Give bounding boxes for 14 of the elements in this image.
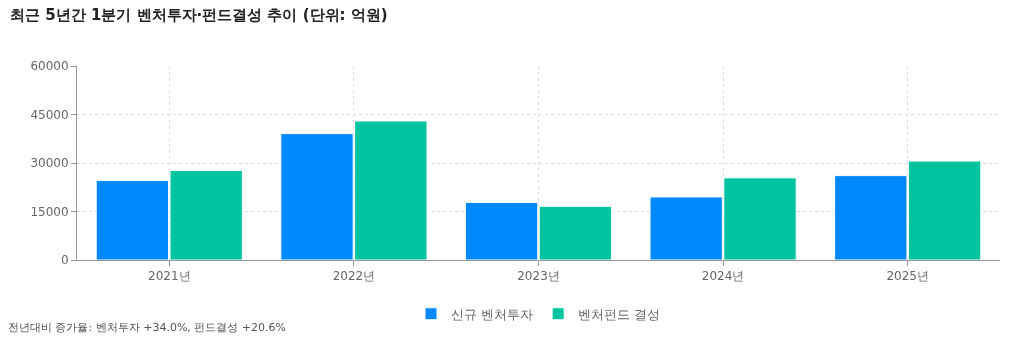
x-tick-label: 2025년 — [886, 269, 929, 284]
x-tick-label: 2022년 — [332, 269, 376, 284]
chart-title: 최근 5년간 1분기 벤처투자·펀드결성 추이 (단위: 억원) — [10, 6, 388, 25]
text: 전년대비 증가율: 벤처투자 +34.0%, 펀드결성 +20.6% — [8, 320, 287, 335]
x-tick-label: 2024년 — [701, 269, 745, 284]
x-tick-label: 2021년 — [148, 269, 191, 284]
legend-label: 벤처펀드 결성 — [578, 306, 661, 322]
x-tick-label: 2023년 — [517, 269, 560, 284]
y-tick-label: 30000 — [30, 156, 69, 171]
y-tick-label: 0 — [60, 253, 69, 268]
legend-label: 신규 벤처투자 — [451, 306, 534, 322]
y-tick-label: 45000 — [30, 107, 69, 122]
y-tick-label: 60000 — [30, 59, 69, 74]
y-tick-label: 15000 — [30, 204, 69, 219]
